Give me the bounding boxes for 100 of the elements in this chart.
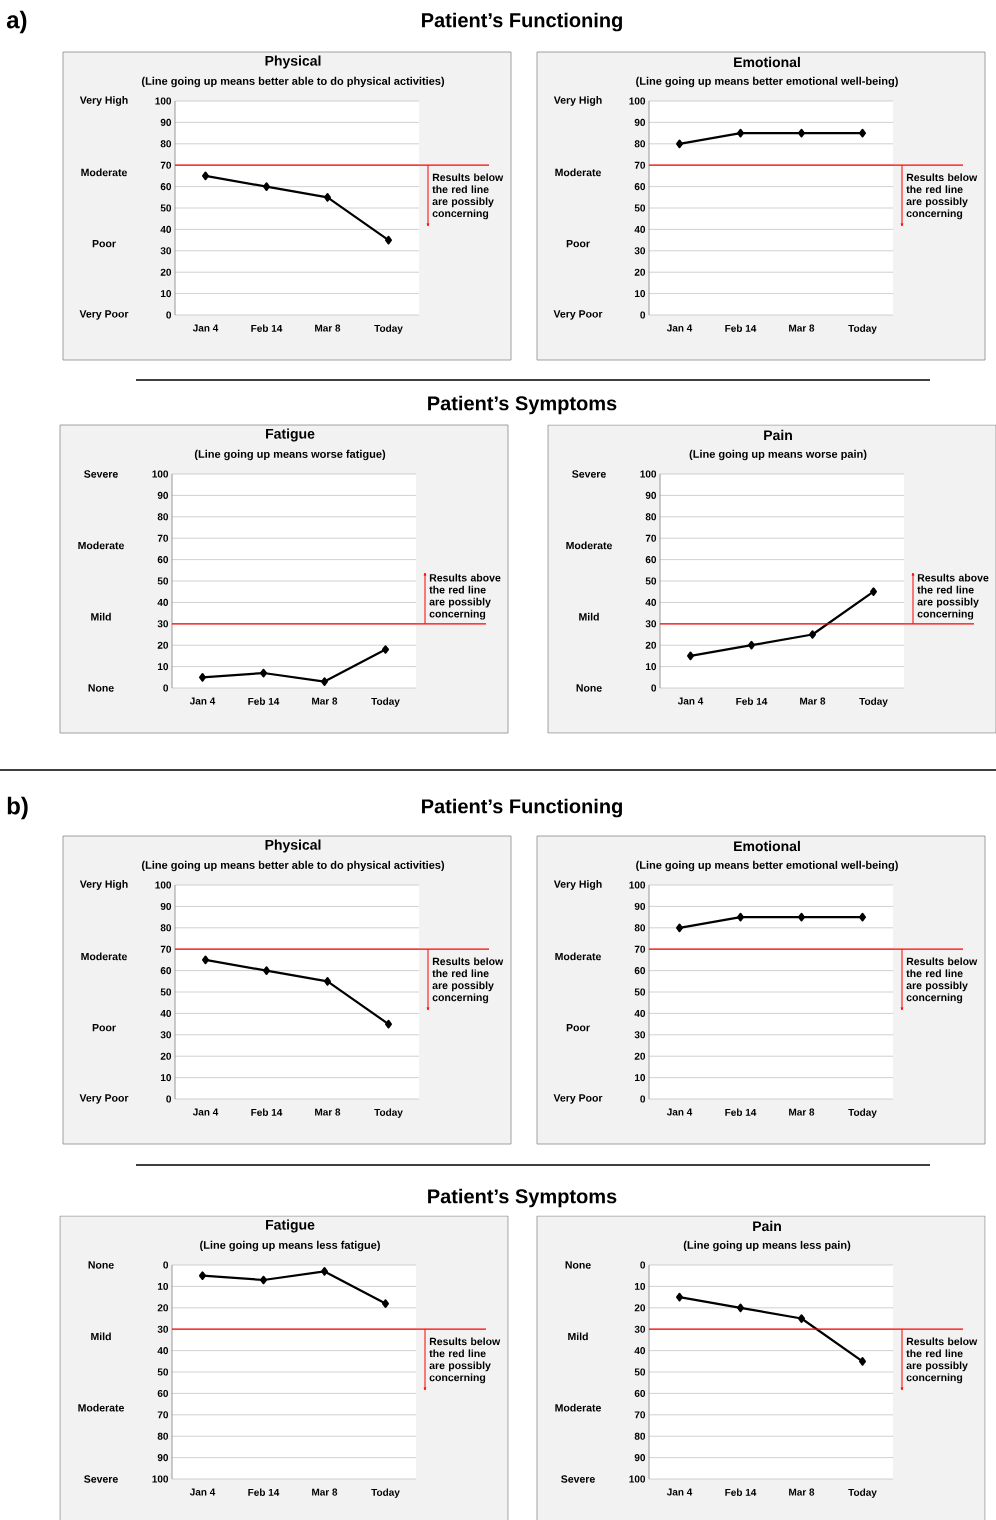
y-tick-label: 20: [634, 268, 646, 276]
point: [199, 1271, 206, 1281]
x-tick-label: Mar 8: [789, 1108, 815, 1116]
y-tick-label: 20: [645, 641, 657, 649]
y-tick-label: 50: [634, 988, 646, 996]
chart-title: Physical: [265, 839, 321, 853]
chart-title: Emotional: [734, 840, 800, 852]
chart-title: Fatigue: [266, 428, 315, 442]
text: None: [88, 1261, 114, 1269]
text: None: [565, 1261, 591, 1269]
text: Moderate: [78, 1403, 124, 1412]
y-tick-label: 100: [640, 470, 657, 478]
x-tick-label: Jan 4: [666, 1488, 693, 1496]
x-tick-label: Today: [371, 697, 400, 707]
y-tick-label: 40: [645, 598, 657, 606]
x-tick-label: Jan 4: [666, 1108, 693, 1116]
x-tick-label: Feb 14: [248, 697, 280, 705]
point: [199, 673, 206, 682]
point: [263, 966, 270, 975]
chart-title: Physical: [265, 55, 321, 69]
y-tick-label: 50: [634, 1368, 646, 1376]
text: Patient’s Symptoms: [428, 1188, 617, 1208]
point: [859, 1357, 867, 1366]
x-tick-label: Mar 8: [312, 697, 338, 705]
ref-line-label: Results below the red line are possibly concerning: [432, 957, 504, 1004]
y-tick-label: 80: [157, 1432, 169, 1440]
y-tick-label: 10: [160, 1074, 172, 1082]
text: Mild: [579, 612, 599, 621]
y-tick-label: 70: [157, 534, 169, 542]
y-tick-label: 40: [157, 1347, 169, 1355]
y-tick-label: 0: [166, 311, 172, 319]
chart-title: Fatigue: [266, 1219, 315, 1233]
chart-subtitle: (Line going up means better emotional well-being): [636, 76, 898, 88]
x-tick-label: Today: [374, 324, 403, 334]
y-tick-label: 60: [160, 967, 172, 975]
x-tick-label: Jan 4: [677, 697, 704, 705]
text: Severe: [572, 470, 606, 478]
y-tick-label: 30: [157, 620, 169, 628]
y-tick-label: 30: [645, 620, 657, 628]
y-tick-label: 70: [634, 161, 646, 169]
y-tick-label: 80: [634, 1432, 646, 1440]
y-tick-label: 30: [160, 247, 172, 255]
y-tick-label: 30: [634, 247, 646, 255]
x-tick-label: Jan 4: [192, 1108, 219, 1116]
y-tick-label: 40: [634, 1347, 646, 1355]
legend-label: Results above the red line are possibly concerning: [917, 573, 989, 620]
text: None: [576, 684, 602, 692]
y-tick-label: 10: [157, 1282, 169, 1290]
y-tick-label: 40: [634, 225, 646, 233]
text: Patient’s Functioning: [422, 12, 622, 32]
y-tick-label: 100: [152, 470, 169, 478]
y-tick-label: 80: [634, 140, 646, 148]
y-tick-label: 20: [160, 268, 172, 276]
y-tick-label: 10: [634, 1074, 646, 1082]
y-tick-label: 50: [645, 577, 657, 585]
text: Moderate: [555, 952, 601, 961]
text: Patient’s Symptoms: [428, 395, 617, 415]
y-tick-label: 100: [629, 881, 646, 889]
legend-label: Results above the red line are possibly concerning: [429, 573, 501, 620]
point: [202, 171, 209, 181]
text: Very Poor: [553, 310, 603, 320]
y-tick-label: 60: [160, 183, 172, 191]
y-tick-label: 30: [160, 1031, 172, 1039]
x-tick-label: Today: [374, 1108, 403, 1118]
ref-line-label: Results below the red line are possibly concerning: [906, 957, 978, 1004]
text: Poor: [92, 240, 116, 248]
point: [676, 1292, 684, 1302]
x-tick-label: Today: [859, 697, 888, 707]
y-tick-label: 0: [640, 311, 646, 319]
x-tick-label: Today: [848, 1108, 877, 1118]
chart-subtitle: (Line going up means better able to do physical activities): [141, 76, 445, 88]
y-tick-label: 40: [160, 225, 172, 233]
y-tick-label: 70: [160, 945, 172, 953]
y-tick-label: 80: [645, 513, 657, 521]
x-tick-label: Mar 8: [315, 1108, 341, 1116]
y-tick-label: 50: [634, 204, 646, 212]
y-tick-label: 0: [166, 1095, 172, 1103]
x-tick-label: Mar 8: [800, 697, 826, 705]
y-tick-label: 100: [155, 97, 172, 105]
y-tick-label: 0: [651, 684, 657, 692]
y-tick-label: 60: [634, 1389, 646, 1397]
text: Poor: [92, 1024, 116, 1032]
y-tick-label: 20: [157, 641, 169, 649]
y-tick-label: 60: [645, 556, 657, 564]
point: [202, 955, 209, 965]
y-tick-label: 40: [160, 1009, 172, 1017]
point: [798, 1314, 805, 1323]
y-tick-label: 90: [160, 902, 172, 910]
ref-line-label: Results below the red line are possibly concerning: [429, 1337, 501, 1384]
x-tick-label: Feb 14: [725, 1108, 757, 1116]
point: [870, 587, 877, 597]
chart-title: Pain: [764, 429, 792, 441]
y-tick-label: 30: [634, 1325, 646, 1333]
point: [260, 668, 267, 678]
x-tick-label: Jan 4: [666, 324, 693, 332]
text: Very Poor: [553, 1094, 603, 1104]
y-tick-label: 90: [160, 118, 172, 126]
y-tick-label: 40: [634, 1009, 646, 1017]
y-tick-label: 100: [152, 1475, 169, 1483]
y-tick-label: 0: [640, 1261, 646, 1269]
